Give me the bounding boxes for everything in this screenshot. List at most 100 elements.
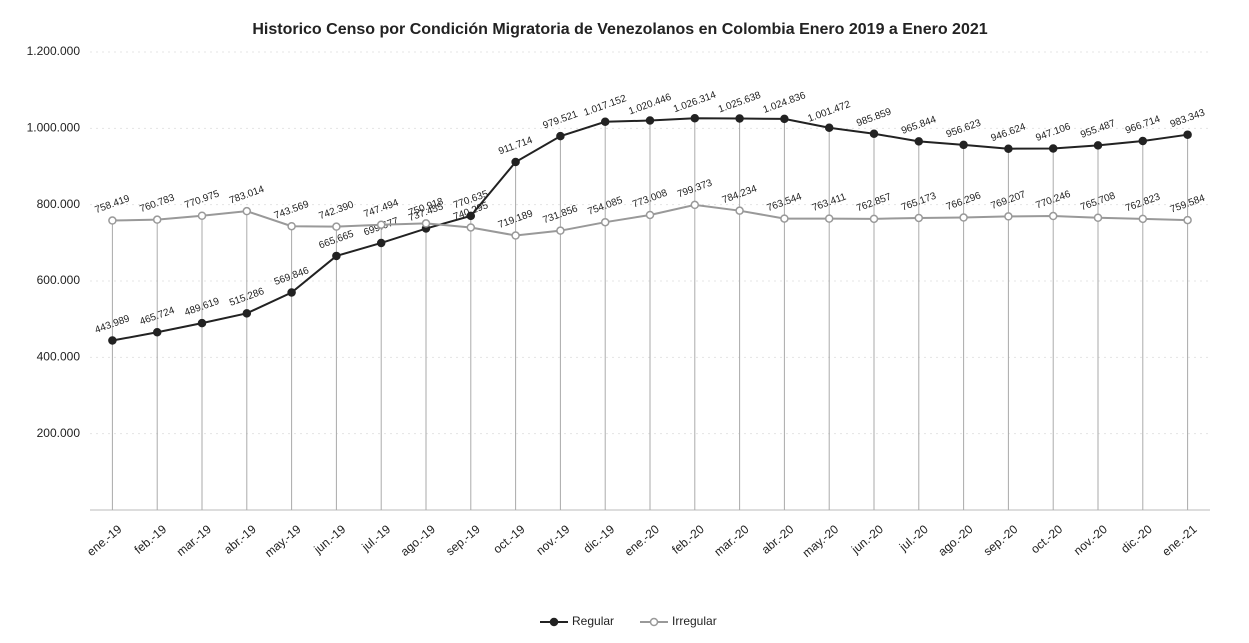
marker (645, 116, 655, 125)
x-tick-label: sep.-20 (981, 522, 1021, 559)
marker (600, 217, 610, 227)
x-tick-label: ene.-19 (84, 522, 124, 559)
marker (780, 214, 789, 223)
marker (332, 251, 341, 261)
data-label: 1.024.836 (762, 90, 808, 116)
marker (376, 238, 386, 248)
marker (1138, 214, 1148, 224)
data-label: 1.020.446 (627, 92, 673, 118)
x-tick-label: ene.-20 (622, 522, 662, 559)
marker (690, 200, 700, 210)
x-tick-label: mar.-20 (711, 522, 751, 559)
marker (287, 288, 296, 297)
marker (824, 123, 834, 133)
marker (645, 210, 655, 220)
marker (421, 219, 431, 228)
marker (735, 206, 744, 215)
y-tick-label: 800.000 (37, 197, 81, 211)
data-label: 947.106 (1034, 121, 1072, 144)
x-tick-label: dic.-20 (1118, 522, 1155, 556)
x-tick-label: may.-20 (800, 522, 842, 560)
x-tick-label: oct.-20 (1028, 522, 1065, 557)
chart-title: Historico Censo por Condición Migratoria… (252, 21, 987, 38)
x-tick-label: ene.-21 (1159, 522, 1199, 559)
marker (197, 211, 207, 220)
data-label: 1.017.152 (582, 93, 628, 119)
marker (466, 211, 476, 221)
data-label: 983.343 (1169, 107, 1207, 130)
marker (1048, 144, 1058, 153)
marker (511, 231, 520, 240)
y-tick-label: 600.000 (37, 273, 81, 287)
marker (869, 214, 879, 224)
data-label: 956.623 (945, 118, 983, 141)
data-label: 1.025.638 (717, 90, 763, 116)
data-label: 743.569 (273, 199, 311, 222)
marker (287, 221, 296, 231)
x-tick-label: sep.-19 (443, 522, 483, 559)
marker (1093, 213, 1103, 223)
marker (1093, 141, 1103, 150)
y-tick-label: 1.000.000 (27, 121, 81, 135)
marker (600, 117, 610, 127)
marker (556, 131, 565, 141)
y-tick-label: 200.000 (37, 426, 81, 440)
x-tick-label: jul.-19 (358, 522, 393, 555)
y-tick-label: 400.000 (37, 350, 81, 364)
x-tick-label: feb.-20 (669, 522, 707, 557)
marker (466, 223, 476, 232)
data-label: 966.714 (1124, 114, 1162, 137)
x-tick-label: abr.-19 (221, 522, 259, 557)
x-tick-label: nov.-19 (533, 522, 572, 558)
data-label: 760.783 (138, 192, 176, 215)
marker (1183, 130, 1192, 139)
marker (1004, 144, 1013, 153)
marker (376, 220, 386, 229)
marker (914, 213, 924, 223)
marker (152, 327, 162, 337)
marker (332, 222, 341, 231)
x-tick-label: ago.-20 (935, 522, 975, 559)
marker (1183, 215, 1192, 225)
data-label: 758.419 (94, 193, 132, 216)
x-tick-label: ago.-19 (398, 522, 438, 559)
marker (556, 226, 565, 235)
x-tick-label: jun.-19 (310, 522, 348, 557)
data-label: 946.624 (990, 121, 1028, 144)
marker (735, 114, 744, 123)
marker (690, 114, 700, 123)
marker (242, 206, 252, 216)
marker (959, 213, 968, 222)
x-tick-label: abr.-20 (759, 522, 797, 557)
data-label: 985.859 (855, 106, 893, 129)
marker (780, 114, 789, 124)
marker (152, 215, 162, 224)
legend-label: Regular (572, 614, 614, 628)
marker (108, 216, 117, 225)
marker (511, 157, 520, 167)
data-label: 783.014 (228, 184, 266, 207)
data-label: 955.487 (1079, 118, 1117, 141)
x-tick-label: dic.-19 (581, 522, 618, 556)
data-label: 1.026.314 (672, 89, 718, 115)
marker (869, 129, 879, 138)
legend-marker (549, 617, 559, 627)
marker (1138, 136, 1148, 146)
x-tick-label: jun.-20 (848, 522, 886, 557)
marker (108, 336, 117, 345)
x-tick-label: jul.-20 (896, 522, 931, 555)
marker (959, 140, 968, 150)
data-label: 1.001.472 (806, 99, 852, 125)
data-label: 979.521 (542, 109, 580, 132)
data-label: 742.390 (318, 199, 356, 222)
data-label: 965.844 (900, 114, 938, 137)
x-tick-label: nov.-20 (1071, 522, 1110, 558)
y-tick-label: 1.200.000 (27, 44, 81, 58)
data-label: 770.975 (183, 188, 221, 211)
x-tick-label: may.-19 (262, 522, 304, 560)
x-tick-label: feb.-19 (132, 522, 170, 557)
marker (914, 137, 924, 146)
legend-label: Irregular (672, 614, 717, 628)
marker (197, 318, 207, 328)
